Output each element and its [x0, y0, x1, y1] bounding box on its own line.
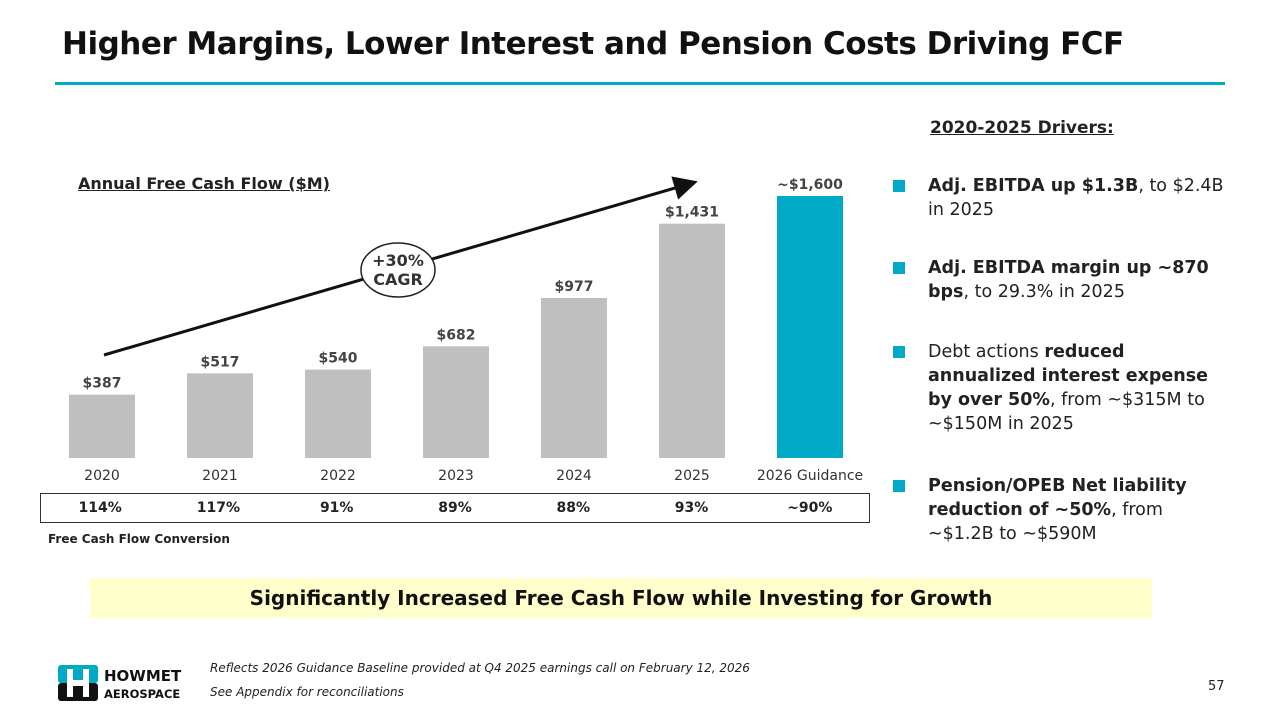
x-tick-label: 2022: [320, 468, 356, 484]
logo-line2: AEROSPACE: [104, 687, 180, 701]
x-tick-label: 2026 Guidance: [757, 468, 863, 484]
data-label: $1,431: [665, 205, 719, 221]
footnote: Reflects 2026 Guidance Baseline provided…: [210, 661, 750, 675]
driver-bold-text: Adj. EBITDA up $1.3B: [928, 176, 1139, 196]
title-divider: [55, 82, 1225, 85]
conversion-label: Free Cash Flow Conversion: [48, 532, 230, 546]
fcf-bar-chart: $387 2020 $517 2021 $540 2022 $682 2023 $977 2024…: [69, 176, 863, 484]
data-label: $682: [437, 327, 476, 343]
footnote: See Appendix for reconciliations: [210, 685, 404, 699]
conversion-value: ~90%: [787, 500, 833, 516]
x-tick-label: 2025: [674, 468, 710, 484]
driver-rest-text: , to 29.3% in 2025: [963, 282, 1125, 302]
banner: Significantly Increased Free Cash Flow w…: [90, 578, 1152, 618]
data-label: $540: [319, 351, 358, 367]
data-label: ~$1,600: [777, 177, 843, 193]
driver-rest-text: , from ~$1.2B to ~$590M: [928, 500, 1163, 544]
conversion-value: 91%: [319, 500, 354, 516]
driver-item: Debt actions reduced annualized interest…: [893, 340, 1228, 436]
data-label: $517: [201, 354, 240, 370]
chart-title: Annual Free Cash Flow ($M): [78, 174, 330, 193]
bar-2020: [69, 394, 135, 458]
bar-2021: [187, 373, 253, 458]
logo-line1: HOWMET: [104, 667, 182, 685]
driver-item: Adj. EBITDA margin up ~870 bps, to 29.3%…: [893, 256, 1228, 304]
driver-pre-text: Debt actions: [928, 342, 1045, 362]
conversion-value: 88%: [556, 500, 591, 516]
howmet-logo: HOWMET AEROSPACE: [58, 665, 182, 701]
data-label: $977: [555, 279, 594, 295]
x-tick-label: 2020: [84, 468, 120, 484]
page-title: Higher Margins, Lower Interest and Pensi…: [62, 26, 1124, 62]
driver-rest-text: , to $2.4B in 2025: [928, 176, 1224, 220]
conversion-value: 117%: [196, 500, 241, 516]
conversion-value: 114%: [78, 500, 122, 516]
bar-2023: [423, 346, 489, 458]
cagr-label: CAGR: [373, 270, 423, 289]
x-tick-label: 2024: [556, 468, 592, 484]
bar-2022: [305, 369, 371, 458]
driver-bold-text: Pension/OPEB Net liability reduction of …: [928, 476, 1187, 520]
x-tick-label: 2023: [438, 468, 474, 484]
driver-bold-text: Adj. EBITDA margin up ~870 bps: [928, 258, 1209, 302]
conversion-row: 114% 117% 91% 89% 88% 93% ~90%: [40, 493, 870, 523]
conversion-value: 93%: [674, 500, 709, 516]
bar-2025: [659, 223, 725, 458]
bar-2024: [541, 298, 607, 458]
x-tick-label: 2021: [202, 468, 238, 484]
cagr-value: +30%: [372, 251, 424, 270]
data-label: $387: [83, 376, 122, 392]
driver-bold-text: reduced annualized interest expense by o…: [928, 342, 1209, 410]
driver-rest-text: , from ~$315M to ~$150M in 2025: [928, 390, 1205, 434]
cagr-bubble: [360, 242, 436, 298]
page-number: 57: [1208, 679, 1225, 694]
driver-item: Pension/OPEB Net liability reduction of …: [893, 474, 1228, 546]
bar-2026-guidance: [777, 196, 843, 458]
driver-item: Adj. EBITDA up $1.3B, to $2.4B in 2025: [893, 174, 1228, 222]
conversion-value: 89%: [438, 500, 472, 516]
drivers-title: 2020-2025 Drivers:: [930, 118, 1114, 138]
